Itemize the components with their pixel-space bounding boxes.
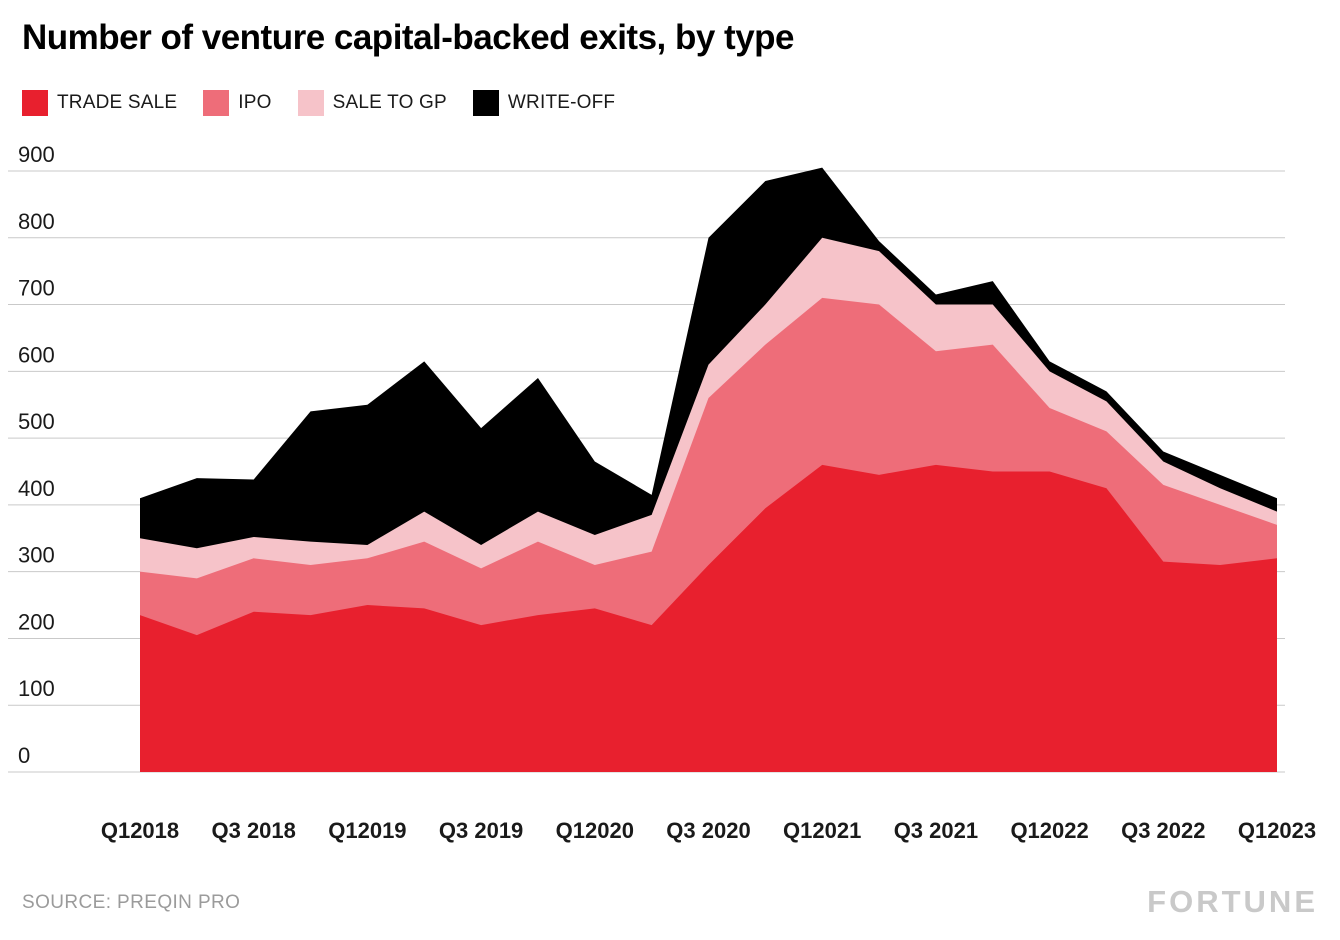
y-axis-label: 400 bbox=[18, 476, 55, 501]
legend-item-sale-to-gp: SALE TO GP bbox=[297, 90, 447, 116]
y-axis-label: 700 bbox=[18, 276, 55, 301]
x-axis-label: Q12019 bbox=[328, 818, 406, 843]
legend-item-trade-sale: TRADE SALE bbox=[22, 90, 177, 116]
x-axis-label: Q3 2021 bbox=[894, 818, 978, 843]
fortune-logo: FORTUNE bbox=[1147, 884, 1318, 919]
y-axis-label: 200 bbox=[18, 609, 55, 634]
legend-swatch bbox=[472, 90, 499, 116]
y-axis-label: 500 bbox=[18, 409, 55, 434]
x-axis-label: Q12023 bbox=[1238, 818, 1316, 843]
chart-title: Number of venture capital-backed exits, … bbox=[22, 18, 795, 57]
legend-swatch bbox=[297, 90, 324, 116]
y-axis-label: 600 bbox=[18, 342, 55, 367]
y-axis-label: 800 bbox=[18, 209, 55, 234]
y-axis-label: 900 bbox=[18, 142, 55, 167]
y-axis-label: 0 bbox=[18, 743, 30, 768]
x-axis-label: Q3 2020 bbox=[666, 818, 750, 843]
x-axis-label: Q3 2019 bbox=[439, 818, 523, 843]
x-axis-label: Q12020 bbox=[556, 818, 634, 843]
legend-label: WRITE-OFF bbox=[507, 92, 616, 113]
legend: TRADE SALE IPO SALE TO GP WRITE-OFF bbox=[22, 90, 615, 116]
x-axis-label: Q12021 bbox=[783, 818, 861, 843]
y-axis-label: 100 bbox=[18, 676, 55, 701]
legend-label: SALE TO GP bbox=[332, 92, 447, 113]
legend-item-write-off: WRITE-OFF bbox=[472, 90, 616, 116]
x-axis-label: Q12018 bbox=[101, 818, 179, 843]
x-axis-label: Q12022 bbox=[1010, 818, 1088, 843]
legend-label: TRADE SALE bbox=[57, 92, 178, 113]
source-text: SOURCE: PREQIN PRO bbox=[22, 892, 241, 913]
x-axis-label: Q3 2022 bbox=[1121, 818, 1205, 843]
x-axis-label: Q3 2018 bbox=[211, 818, 295, 843]
y-axis-label: 300 bbox=[18, 543, 55, 568]
legend-item-ipo: IPO bbox=[203, 90, 271, 116]
area-trade-sale bbox=[140, 464, 1277, 772]
legend-swatch bbox=[203, 90, 230, 116]
legend-label: IPO bbox=[238, 92, 272, 113]
legend-swatch bbox=[22, 90, 48, 116]
stacked-area-chart: 0 100 200 300 400 500 600 700 800 900 Q12018 Q3 201… bbox=[8, 142, 1316, 843]
